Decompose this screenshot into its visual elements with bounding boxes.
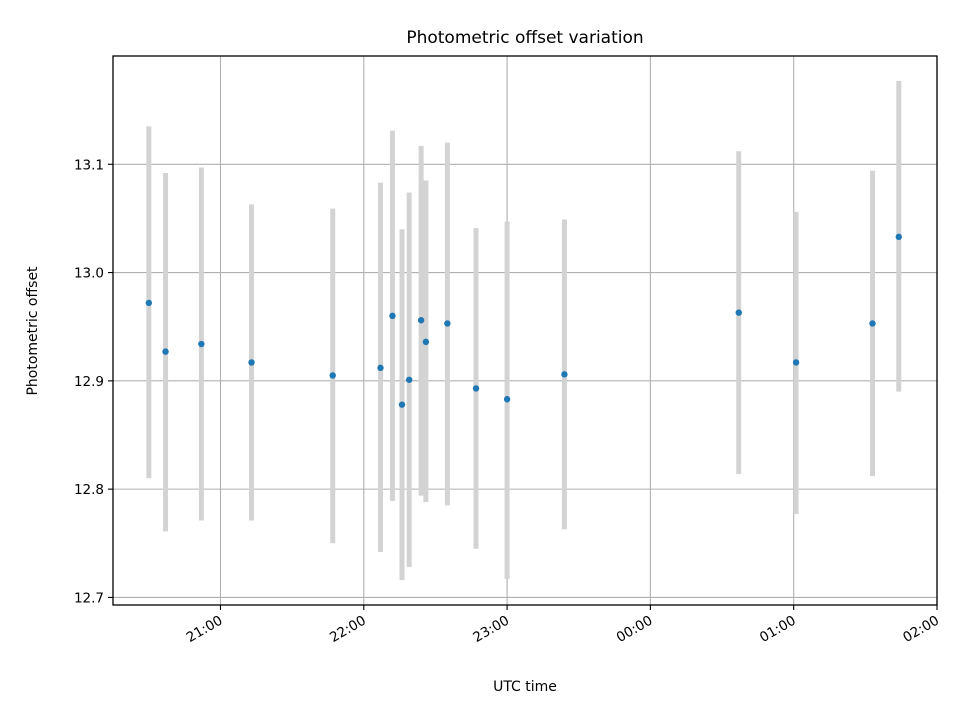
data-point <box>329 372 336 379</box>
data-point <box>444 320 451 327</box>
y-axis-label: Photometric offset <box>25 266 41 396</box>
data-point <box>735 309 742 316</box>
data-point <box>389 312 396 320</box>
data-point <box>503 396 511 403</box>
y-tick-label: 12.9 <box>74 374 104 390</box>
data-points <box>145 233 902 408</box>
data-point <box>422 338 430 346</box>
data-point <box>869 320 876 327</box>
data-point <box>377 364 384 372</box>
data-point <box>198 340 205 348</box>
y-tick-label: 13.1 <box>74 157 104 173</box>
data-point <box>145 299 153 307</box>
data-point <box>398 401 406 408</box>
y-tick-label: 12.7 <box>74 590 104 606</box>
plot-frame <box>112 55 938 606</box>
chart-title: Photometric offset variation <box>406 28 643 48</box>
y-tick-label: 12.8 <box>74 482 104 498</box>
data-point <box>162 348 169 355</box>
data-point <box>405 376 413 383</box>
data-point <box>895 233 902 241</box>
data-point <box>248 359 255 366</box>
data-point <box>472 385 480 392</box>
data-point <box>561 371 568 378</box>
y-tick-label: 13.0 <box>74 266 104 282</box>
data-point <box>792 359 800 366</box>
data-point <box>417 317 425 324</box>
x-axis-label: UTC time <box>493 679 557 695</box>
